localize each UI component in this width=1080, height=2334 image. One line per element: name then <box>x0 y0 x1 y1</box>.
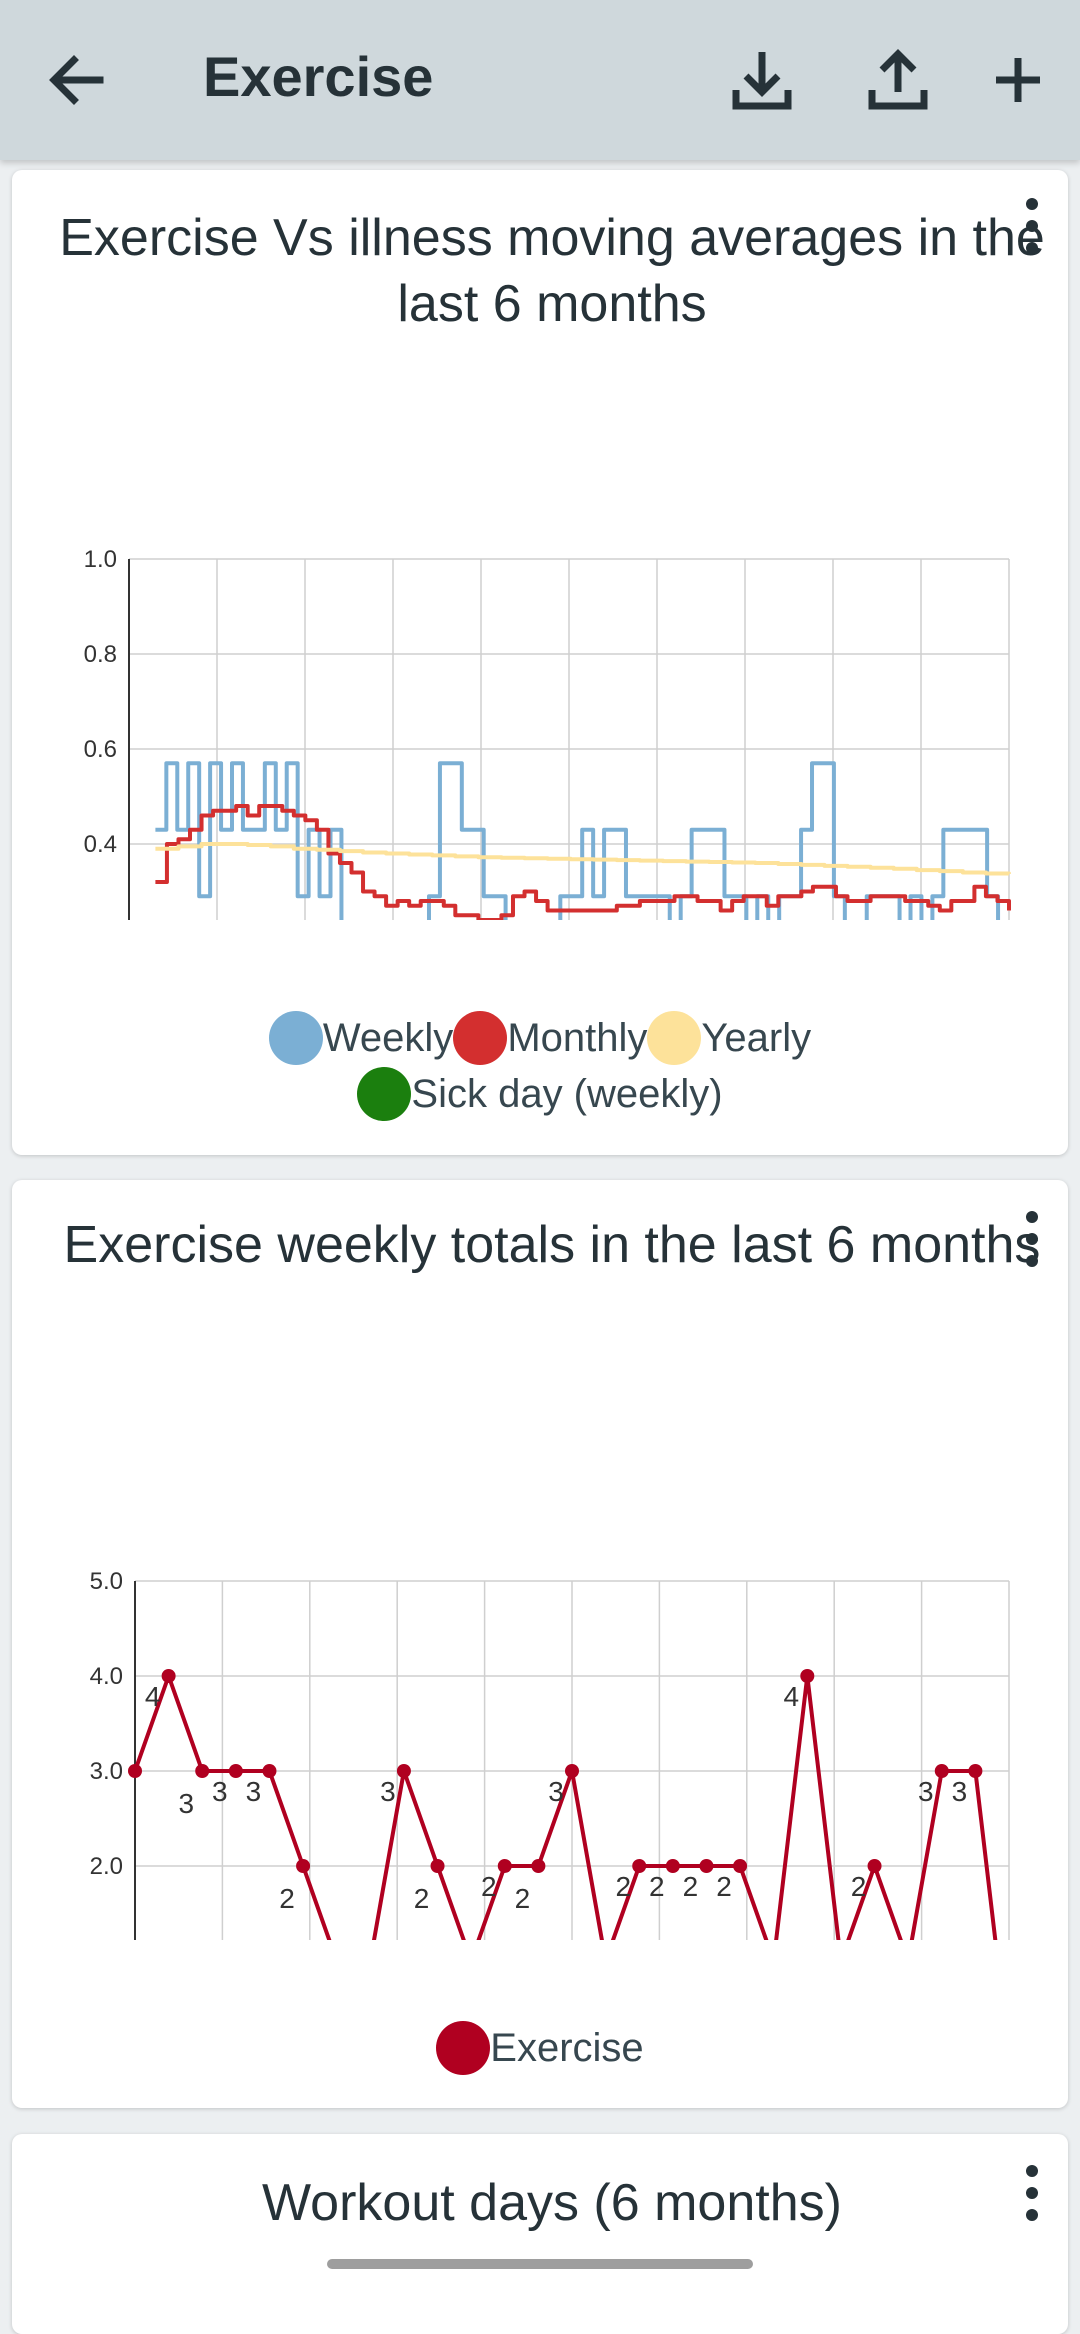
y-tick-label: 0.4 <box>84 831 117 858</box>
card-title: Exercise Vs illness moving averages in t… <box>59 209 1045 333</box>
legend-monthly[interactable]: Monthly <box>453 1011 647 1065</box>
y-tick-label: 3.0 <box>90 1758 123 1785</box>
data-point <box>867 1859 882 1873</box>
download-icon[interactable] <box>722 40 802 120</box>
y-tick-label: 0.8 <box>84 641 117 668</box>
y-tick-label: 4.0 <box>90 1663 123 1690</box>
moving-averages-chart: 0.00.20.40.60.81.018/0105/0224/0215/0303… <box>84 546 1011 920</box>
data-label: 3 <box>178 1788 194 1819</box>
card-title: Exercise weekly totals in the last 6 mon… <box>63 1216 1041 1274</box>
series-line-yearly <box>155 842 1011 876</box>
series-line-weekly <box>155 761 1001 920</box>
data-point <box>632 1859 647 1873</box>
data-label: 2 <box>716 1871 732 1902</box>
card-title: Workout days (6 months) <box>262 2174 842 2232</box>
data-label: 3 <box>952 1776 968 1807</box>
data-label: 3 <box>380 1776 396 1807</box>
legend-yearly[interactable]: Yearly <box>647 1011 811 1065</box>
data-label: 2 <box>515 1883 531 1914</box>
upload-icon[interactable] <box>858 40 938 120</box>
data-point <box>262 1764 277 1778</box>
y-tick-label: 0.6 <box>84 736 117 763</box>
data-point <box>296 1859 311 1873</box>
data-point <box>396 1764 411 1778</box>
data-point <box>195 1764 210 1778</box>
chart-legend: Exercise <box>12 2020 1068 2076</box>
app-bar: Exercise <box>0 0 1080 160</box>
y-tick-label: 5.0 <box>90 1568 123 1595</box>
data-label: 2 <box>279 1883 295 1914</box>
data-point <box>665 1859 680 1873</box>
legend-exercise[interactable]: Exercise <box>436 2021 644 2075</box>
data-point <box>968 1764 983 1778</box>
chart-legend: Weekly Monthly Yearly Sick day (weekly) <box>12 1010 1068 1122</box>
data-label: 2 <box>481 1871 497 1902</box>
data-point <box>565 1764 579 1778</box>
legend-weekly[interactable]: Weekly <box>268 1011 453 1065</box>
data-point <box>934 1764 949 1778</box>
data-label: 4 <box>145 1681 161 1712</box>
data-label: 2 <box>414 1883 430 1914</box>
data-point <box>800 1669 815 1683</box>
data-label: 3 <box>548 1776 564 1807</box>
data-point <box>531 1859 546 1873</box>
page-title: Exercise <box>203 45 434 108</box>
arrow-left-icon[interactable] <box>38 40 118 120</box>
data-label: 2 <box>683 1871 699 1902</box>
y-tick-label: 1.0 <box>84 546 117 573</box>
data-label: 2 <box>649 1871 665 1902</box>
data-point <box>733 1859 748 1873</box>
series-line-monthly <box>155 804 1011 920</box>
data-point <box>161 1669 176 1683</box>
data-point <box>128 1764 142 1778</box>
data-point <box>497 1859 512 1873</box>
more-vert-icon[interactable] <box>1012 1205 1052 1275</box>
moving-averages-card: Exercise Vs illness moving averages in t… <box>12 170 1068 1155</box>
data-point <box>699 1859 714 1873</box>
home-indicator[interactable] <box>327 2259 753 2269</box>
more-vert-icon[interactable] <box>1012 192 1052 262</box>
plus-icon[interactable] <box>978 40 1058 120</box>
data-label: 2 <box>615 1871 631 1902</box>
more-vert-icon[interactable] <box>1012 2159 1052 2229</box>
legend-sick-day[interactable]: Sick day (weekly) <box>357 1067 723 1121</box>
y-tick-label: 2.0 <box>90 1853 123 1880</box>
weekly-totals-card: Exercise weekly totals in the last 6 mon… <box>12 1180 1068 2108</box>
weekly-totals-chart: 0.01.02.03.04.05.025/0112/0202/0320/0307… <box>90 1568 1010 1940</box>
data-label: 3 <box>212 1776 228 1807</box>
data-label: 3 <box>246 1776 262 1807</box>
data-label: 4 <box>784 1681 800 1712</box>
data-point <box>228 1764 243 1778</box>
data-point <box>430 1859 445 1873</box>
data-label: 2 <box>851 1871 867 1902</box>
workout-days-card: Workout days (6 months) <box>12 2134 1068 2334</box>
data-label: 3 <box>918 1776 934 1807</box>
